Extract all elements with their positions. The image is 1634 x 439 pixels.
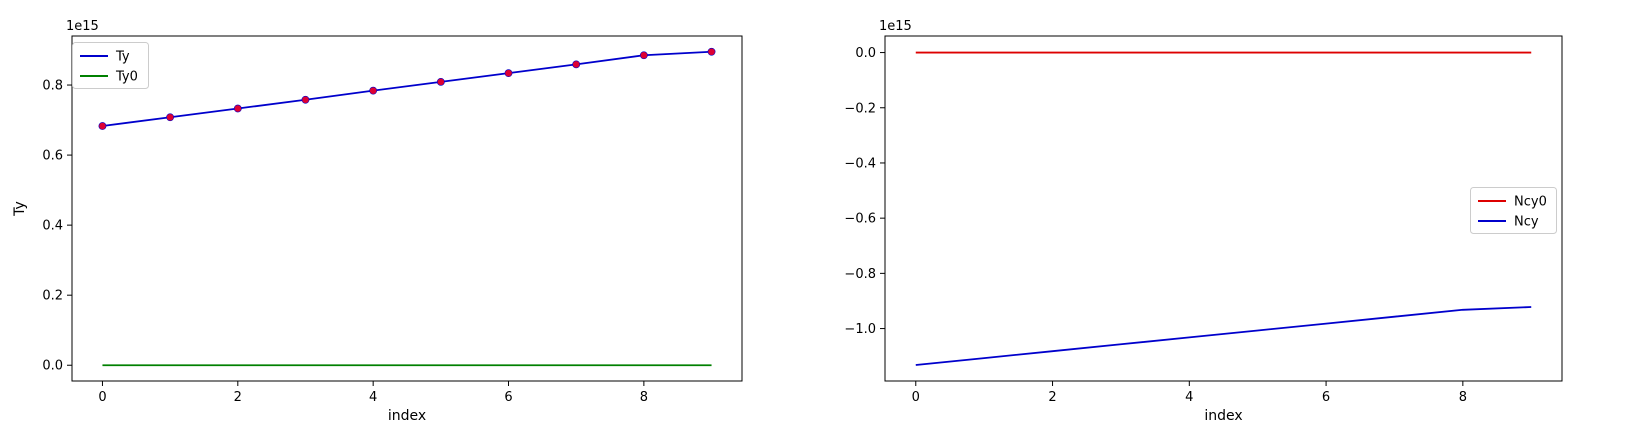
- x-tick-label: 0: [98, 390, 106, 405]
- x-tick-label: 8: [640, 390, 648, 405]
- data-point: [301, 95, 310, 104]
- y-tick-label: −0.4: [844, 156, 876, 171]
- legend: Ncy0 Ncy: [1470, 187, 1557, 234]
- legend-label: Ty0: [115, 70, 138, 85]
- y-tick-label: −0.8: [844, 267, 876, 282]
- chart-panel-1: 0 2 4 6 8 0.0 0.2 0.4 0.6 0.8 1e15 index Ty Ty Ty0: [12, 19, 743, 424]
- chart-panel-2: 0 2 4 6 8 0.0 −0.2 −0.4 −0.6 −0.8 −1.0 1e15 index Ncy…: [844, 19, 1563, 424]
- data-point: [572, 60, 581, 69]
- axis-offset-text: 1e15: [66, 19, 99, 34]
- y-tick-label: −0.6: [844, 212, 876, 227]
- data-point: [504, 69, 513, 78]
- data-point: [707, 47, 716, 56]
- data-point: [369, 86, 378, 95]
- data-point: [639, 51, 648, 60]
- legend: Ty Ty0: [72, 42, 149, 89]
- y-tick-label: 0.8: [42, 79, 63, 94]
- y-tick-label: 0.6: [42, 149, 63, 164]
- data-point: [436, 77, 445, 86]
- x-tick-label: 4: [369, 390, 377, 405]
- axis-offset-text: 1e15: [879, 19, 912, 34]
- y-axis-label: Ty: [12, 201, 28, 217]
- x-tick-label: 2: [1048, 390, 1056, 405]
- series-line-ncy: [915, 306, 1532, 366]
- y-tick-label: −1.0: [844, 322, 876, 337]
- x-tick-label: 8: [1459, 390, 1467, 405]
- series-line-ty: [102, 50, 712, 127]
- x-tick-label: 0: [912, 390, 920, 405]
- plot-frame: [884, 35, 1563, 382]
- data-point: [233, 104, 242, 113]
- x-tick-label: 6: [1322, 390, 1330, 405]
- y-tick-label: 0.4: [42, 219, 63, 234]
- legend-label: Ty: [115, 50, 130, 65]
- data-point: [98, 122, 107, 130]
- y-tick-label: 0.2: [42, 289, 63, 304]
- x-axis-label: index: [388, 408, 426, 424]
- plot-frame: [71, 35, 743, 382]
- y-tick-label: −0.2: [844, 101, 876, 116]
- legend-label: Ncy: [1514, 215, 1539, 230]
- legend-label: Ncy0: [1514, 195, 1547, 210]
- y-tick-label: 0.0: [42, 359, 63, 374]
- y-tick-label: 0.0: [855, 46, 876, 61]
- x-tick-label: 4: [1185, 390, 1193, 405]
- data-point: [166, 113, 175, 122]
- x-tick-label: 2: [234, 390, 242, 405]
- x-tick-label: 6: [504, 390, 512, 405]
- x-axis-label: index: [1204, 408, 1242, 424]
